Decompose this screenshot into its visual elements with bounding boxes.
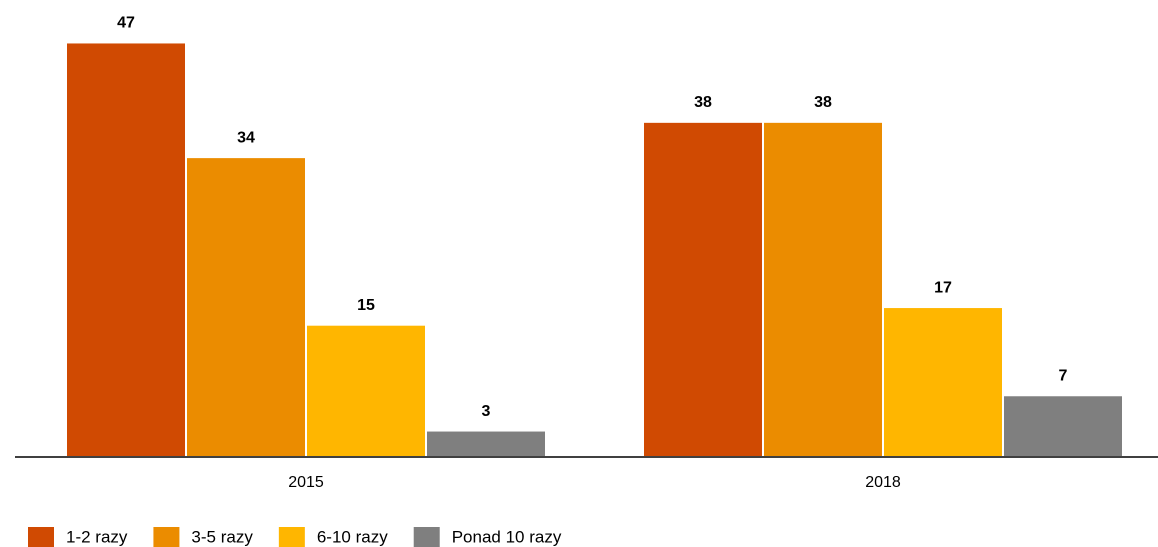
bar (882, 306, 1004, 458)
legend-swatch (278, 527, 305, 547)
bar (642, 120, 764, 458)
value-label: 15 (357, 297, 375, 314)
bar (425, 429, 547, 459)
bar (305, 323, 427, 459)
legend-label: 3-5 razy (191, 527, 253, 546)
legend-label: 6-10 razy (317, 527, 388, 546)
bar (1002, 394, 1124, 459)
value-label: 7 (1059, 367, 1068, 384)
value-label: 17 (934, 279, 952, 296)
x-tick-label: 2018 (865, 474, 901, 491)
legend-swatch (28, 527, 54, 547)
x-tick-label: 2015 (288, 474, 324, 491)
legend-label: 1-2 razy (66, 527, 128, 546)
value-label: 47 (117, 15, 135, 32)
legend-swatch (413, 527, 440, 547)
bar (762, 120, 884, 458)
value-label: 38 (694, 94, 712, 111)
bar (185, 156, 307, 458)
legend-label: Ponad 10 razy (452, 527, 562, 546)
value-label: 3 (482, 403, 491, 420)
bar (65, 41, 187, 459)
value-label: 38 (814, 94, 832, 111)
value-label: 34 (237, 129, 255, 146)
legend-swatch (153, 527, 180, 547)
